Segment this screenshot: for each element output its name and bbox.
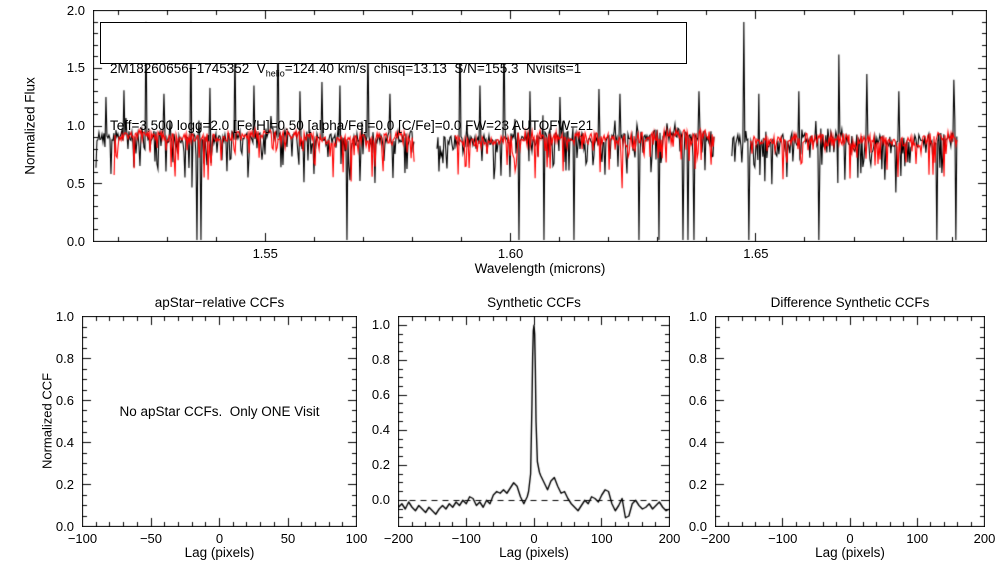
x-tick-label: 50	[280, 531, 296, 546]
ccf-y-axis-title: Normalized CCF	[39, 372, 55, 470]
y-tick-label: 0.2	[688, 476, 707, 492]
apstar-ccf-title: apStar−relative CCFs	[154, 295, 285, 310]
synthetic-ccf-x-axis-title: Lag (pixels)	[499, 545, 569, 560]
y-tick-label: 0.6	[688, 392, 707, 408]
annotation-object-id: 2M18260656−1745352 V	[110, 61, 266, 76]
y-tick-label: 0.4	[55, 434, 74, 450]
x-tick-label: 100	[906, 531, 929, 546]
difference-ccf-canvas	[715, 316, 985, 527]
x-tick-label: 1.55	[252, 246, 278, 261]
y-tick-label: 1.0	[371, 317, 390, 333]
y-tick-label: 0.0	[371, 492, 390, 508]
y-tick-label: 0.4	[688, 434, 707, 450]
spectrum-y-axis-title: Normalized Flux	[22, 77, 38, 175]
x-tick-label: −200	[383, 531, 414, 546]
annotation-line-1-values: =124.40 km/s chisq=13.13 S/N=155.3 Nvisi…	[284, 61, 582, 76]
x-tick-label: 100	[345, 531, 368, 546]
x-tick-label: 200	[658, 531, 681, 546]
y-tick-label: 0.6	[55, 392, 74, 408]
x-tick-label: −100	[451, 531, 481, 546]
y-tick-label: 0.2	[55, 476, 74, 492]
y-tick-label: 1.0	[55, 308, 74, 324]
x-tick-label: −100	[768, 531, 798, 546]
y-tick-label: 0.5	[66, 175, 85, 191]
x-tick-label: 200	[973, 531, 996, 546]
x-tick-label: 1.60	[497, 246, 524, 261]
apstar-ccf-canvas	[82, 316, 357, 527]
y-tick-label: 1.0	[66, 118, 85, 133]
stellar-parameters-annotation-box: 2M18260656−1745352 Vhelio=124.40 km/s ch…	[100, 22, 687, 133]
annotation-vhelio-subscript: helio	[265, 68, 285, 79]
y-tick-label: 0.0	[55, 518, 74, 534]
y-tick-label: 1.5	[66, 60, 85, 76]
synthetic-ccf-title: Synthetic CCFs	[487, 295, 581, 310]
y-tick-label: 0.8	[688, 350, 707, 366]
y-tick-label: 0.2	[371, 457, 390, 473]
synthetic-ccf-canvas	[398, 316, 670, 527]
spectrum-x-axis-title: Wavelength (microns)	[474, 261, 606, 276]
difference-ccf-x-axis-title: Lag (pixels)	[815, 545, 885, 560]
x-tick-label: −100	[67, 531, 98, 546]
x-tick-label: −50	[139, 531, 163, 546]
difference-ccf-title: Difference Synthetic CCFs	[770, 295, 930, 310]
x-tick-label: 0	[846, 531, 854, 546]
y-tick-label: 0.6	[371, 387, 390, 403]
y-tick-label: 0.0	[66, 233, 85, 249]
x-tick-label: 0	[530, 531, 538, 546]
y-tick-label: 0.4	[371, 422, 390, 438]
x-tick-label: −200	[700, 531, 731, 546]
y-tick-label: 0.0	[688, 518, 707, 534]
x-tick-label: 0	[215, 531, 224, 546]
apstar-ccf-x-axis-title: Lag (pixels)	[184, 545, 255, 560]
y-tick-label: 0.8	[371, 352, 390, 368]
y-tick-label: 2.0	[66, 2, 85, 18]
x-tick-label: 1.65	[743, 246, 769, 261]
annotation-line-2: Teff=3,500 logg=2.0 [Fe/H]=0.50 [alpha/F…	[110, 117, 594, 133]
no-apstar-ccf-note: No apStar CCFs. Only ONE Visit	[119, 404, 320, 419]
y-tick-label: 0.8	[55, 350, 74, 366]
x-tick-label: 100	[590, 531, 613, 546]
y-tick-label: 1.0	[688, 308, 707, 324]
annotation-line-1: 2M18260656−1745352 Vhelio=124.40 km/s ch…	[110, 60, 686, 83]
